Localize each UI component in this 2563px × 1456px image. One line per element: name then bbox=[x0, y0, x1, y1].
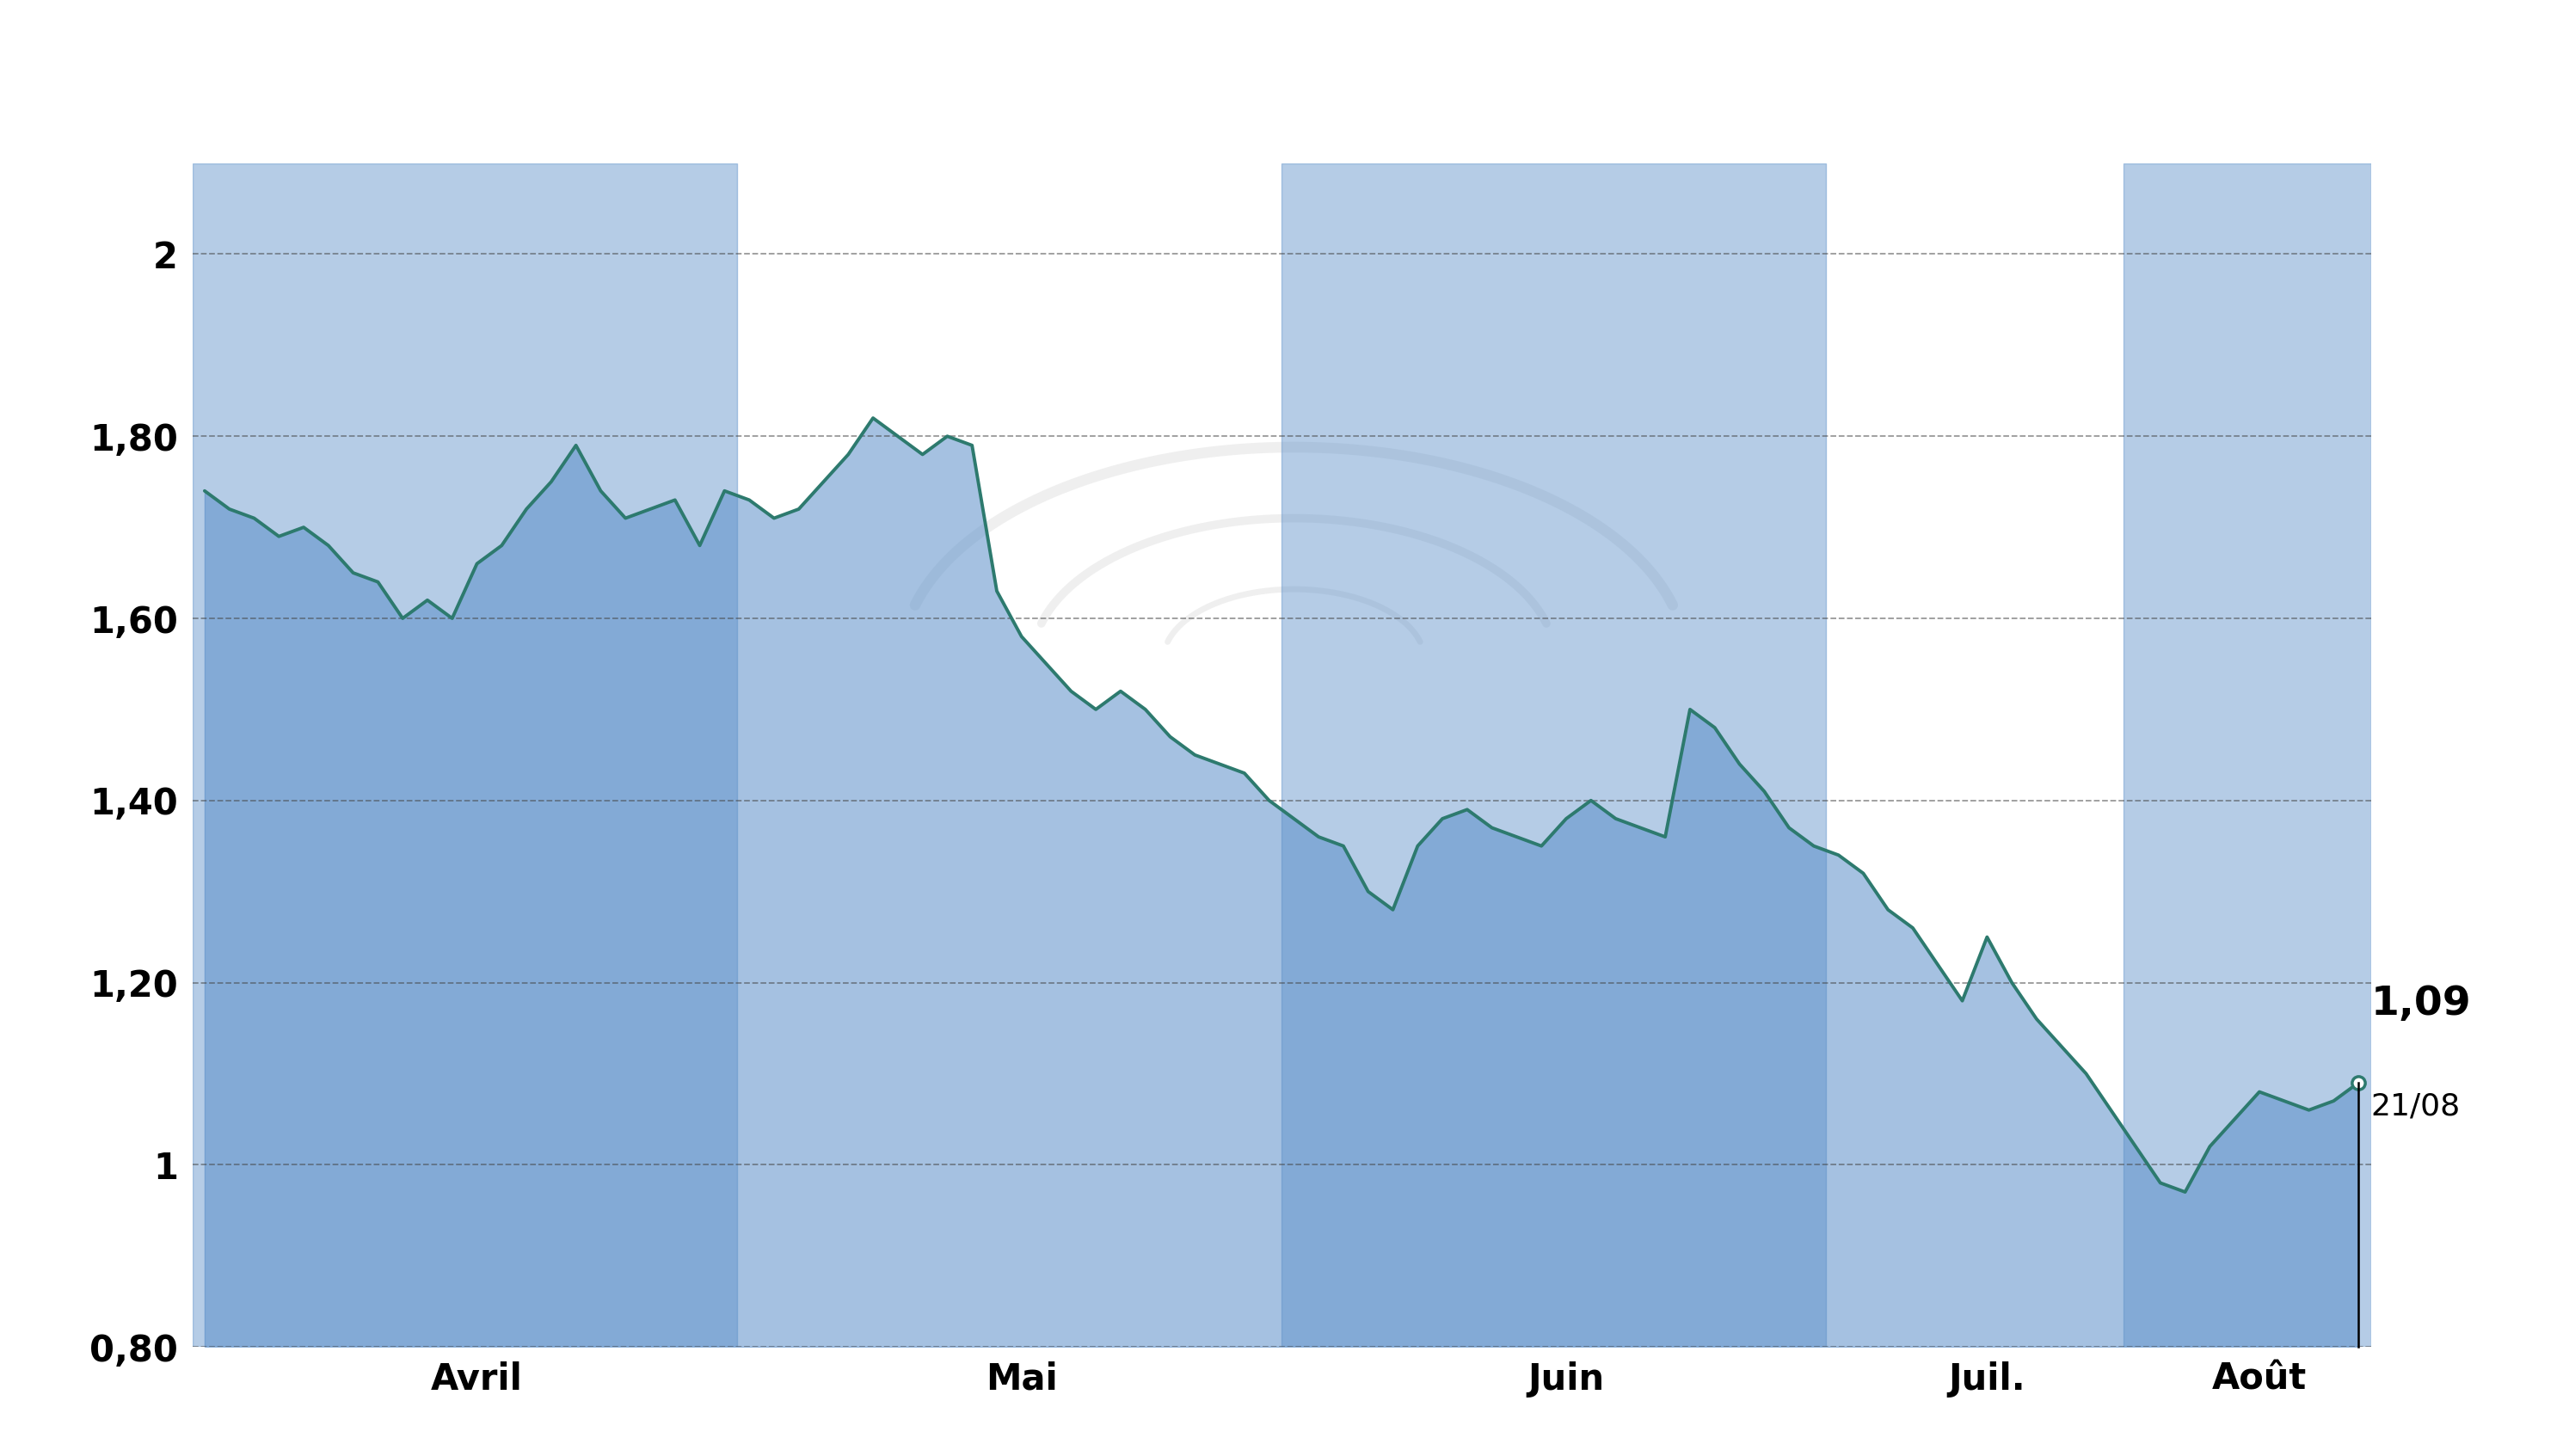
Bar bbox=[1282, 163, 1825, 1347]
Bar bbox=[192, 163, 738, 1347]
Text: 21/08: 21/08 bbox=[2371, 1092, 2460, 1121]
Text: Ur-Energy Inc.: Ur-Energy Inc. bbox=[1002, 19, 1561, 86]
Bar bbox=[2122, 163, 2371, 1347]
Text: 1,09: 1,09 bbox=[2371, 984, 2471, 1024]
